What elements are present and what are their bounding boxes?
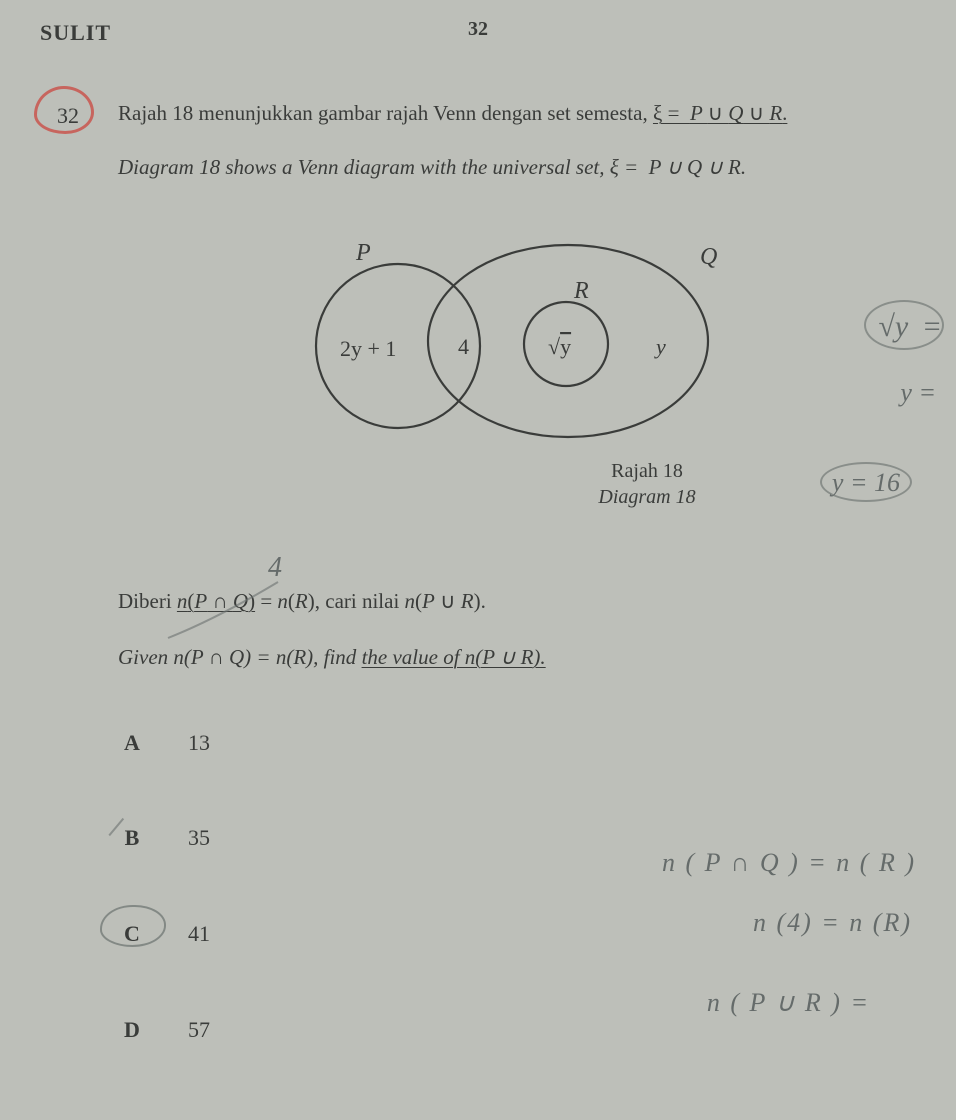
option-a: A 13 xyxy=(118,722,916,764)
handwriting-y-16: y = 16 xyxy=(832,468,900,498)
option-a-label: A xyxy=(118,722,146,764)
red-pen-circle-icon xyxy=(34,86,94,134)
label-P: P xyxy=(355,240,371,266)
venn-diagram: P Q R 2y + 1 4 √y y xyxy=(248,226,768,446)
header-sulit: SULIT xyxy=(40,20,111,46)
handwriting-work2: n (4) = n (R) xyxy=(753,908,912,938)
option-a-value: 13 xyxy=(188,722,210,764)
question-statement-en: Diagram 18 shows a Venn diagram with the… xyxy=(118,148,916,188)
pencil-circle-icon xyxy=(100,905,166,947)
question-statement-my: Rajah 18 menunjukkan gambar rajah Venn d… xyxy=(118,94,916,134)
question-number: 32 xyxy=(40,94,96,138)
region-p-and-q: 4 xyxy=(458,334,469,359)
label-R: R xyxy=(573,278,589,304)
region-r-inside: √y xyxy=(548,334,571,359)
handwriting-work3: n ( P ∪ R ) = xyxy=(707,988,870,1018)
handwriting-arrow-icon xyxy=(158,578,308,648)
exam-page: SULIT 32 32 Rajah 18 menunjukkan gambar … xyxy=(0,0,956,1120)
option-c-value: 41 xyxy=(188,913,210,955)
handwriting-y-eq: y = xyxy=(900,378,936,408)
page-number-top: 32 xyxy=(468,18,488,41)
option-d-value: 57 xyxy=(188,1009,210,1051)
region-p-only: 2y + 1 xyxy=(340,336,396,361)
handwriting-sqrty: √y = xyxy=(878,310,942,344)
region-q-only: y xyxy=(654,334,666,359)
label-Q: Q xyxy=(700,244,717,270)
option-d-label: D xyxy=(118,1009,146,1051)
option-b-value: 35 xyxy=(188,817,210,859)
handwriting-work1: n ( P ∩ Q ) = n ( R ) xyxy=(662,848,916,878)
